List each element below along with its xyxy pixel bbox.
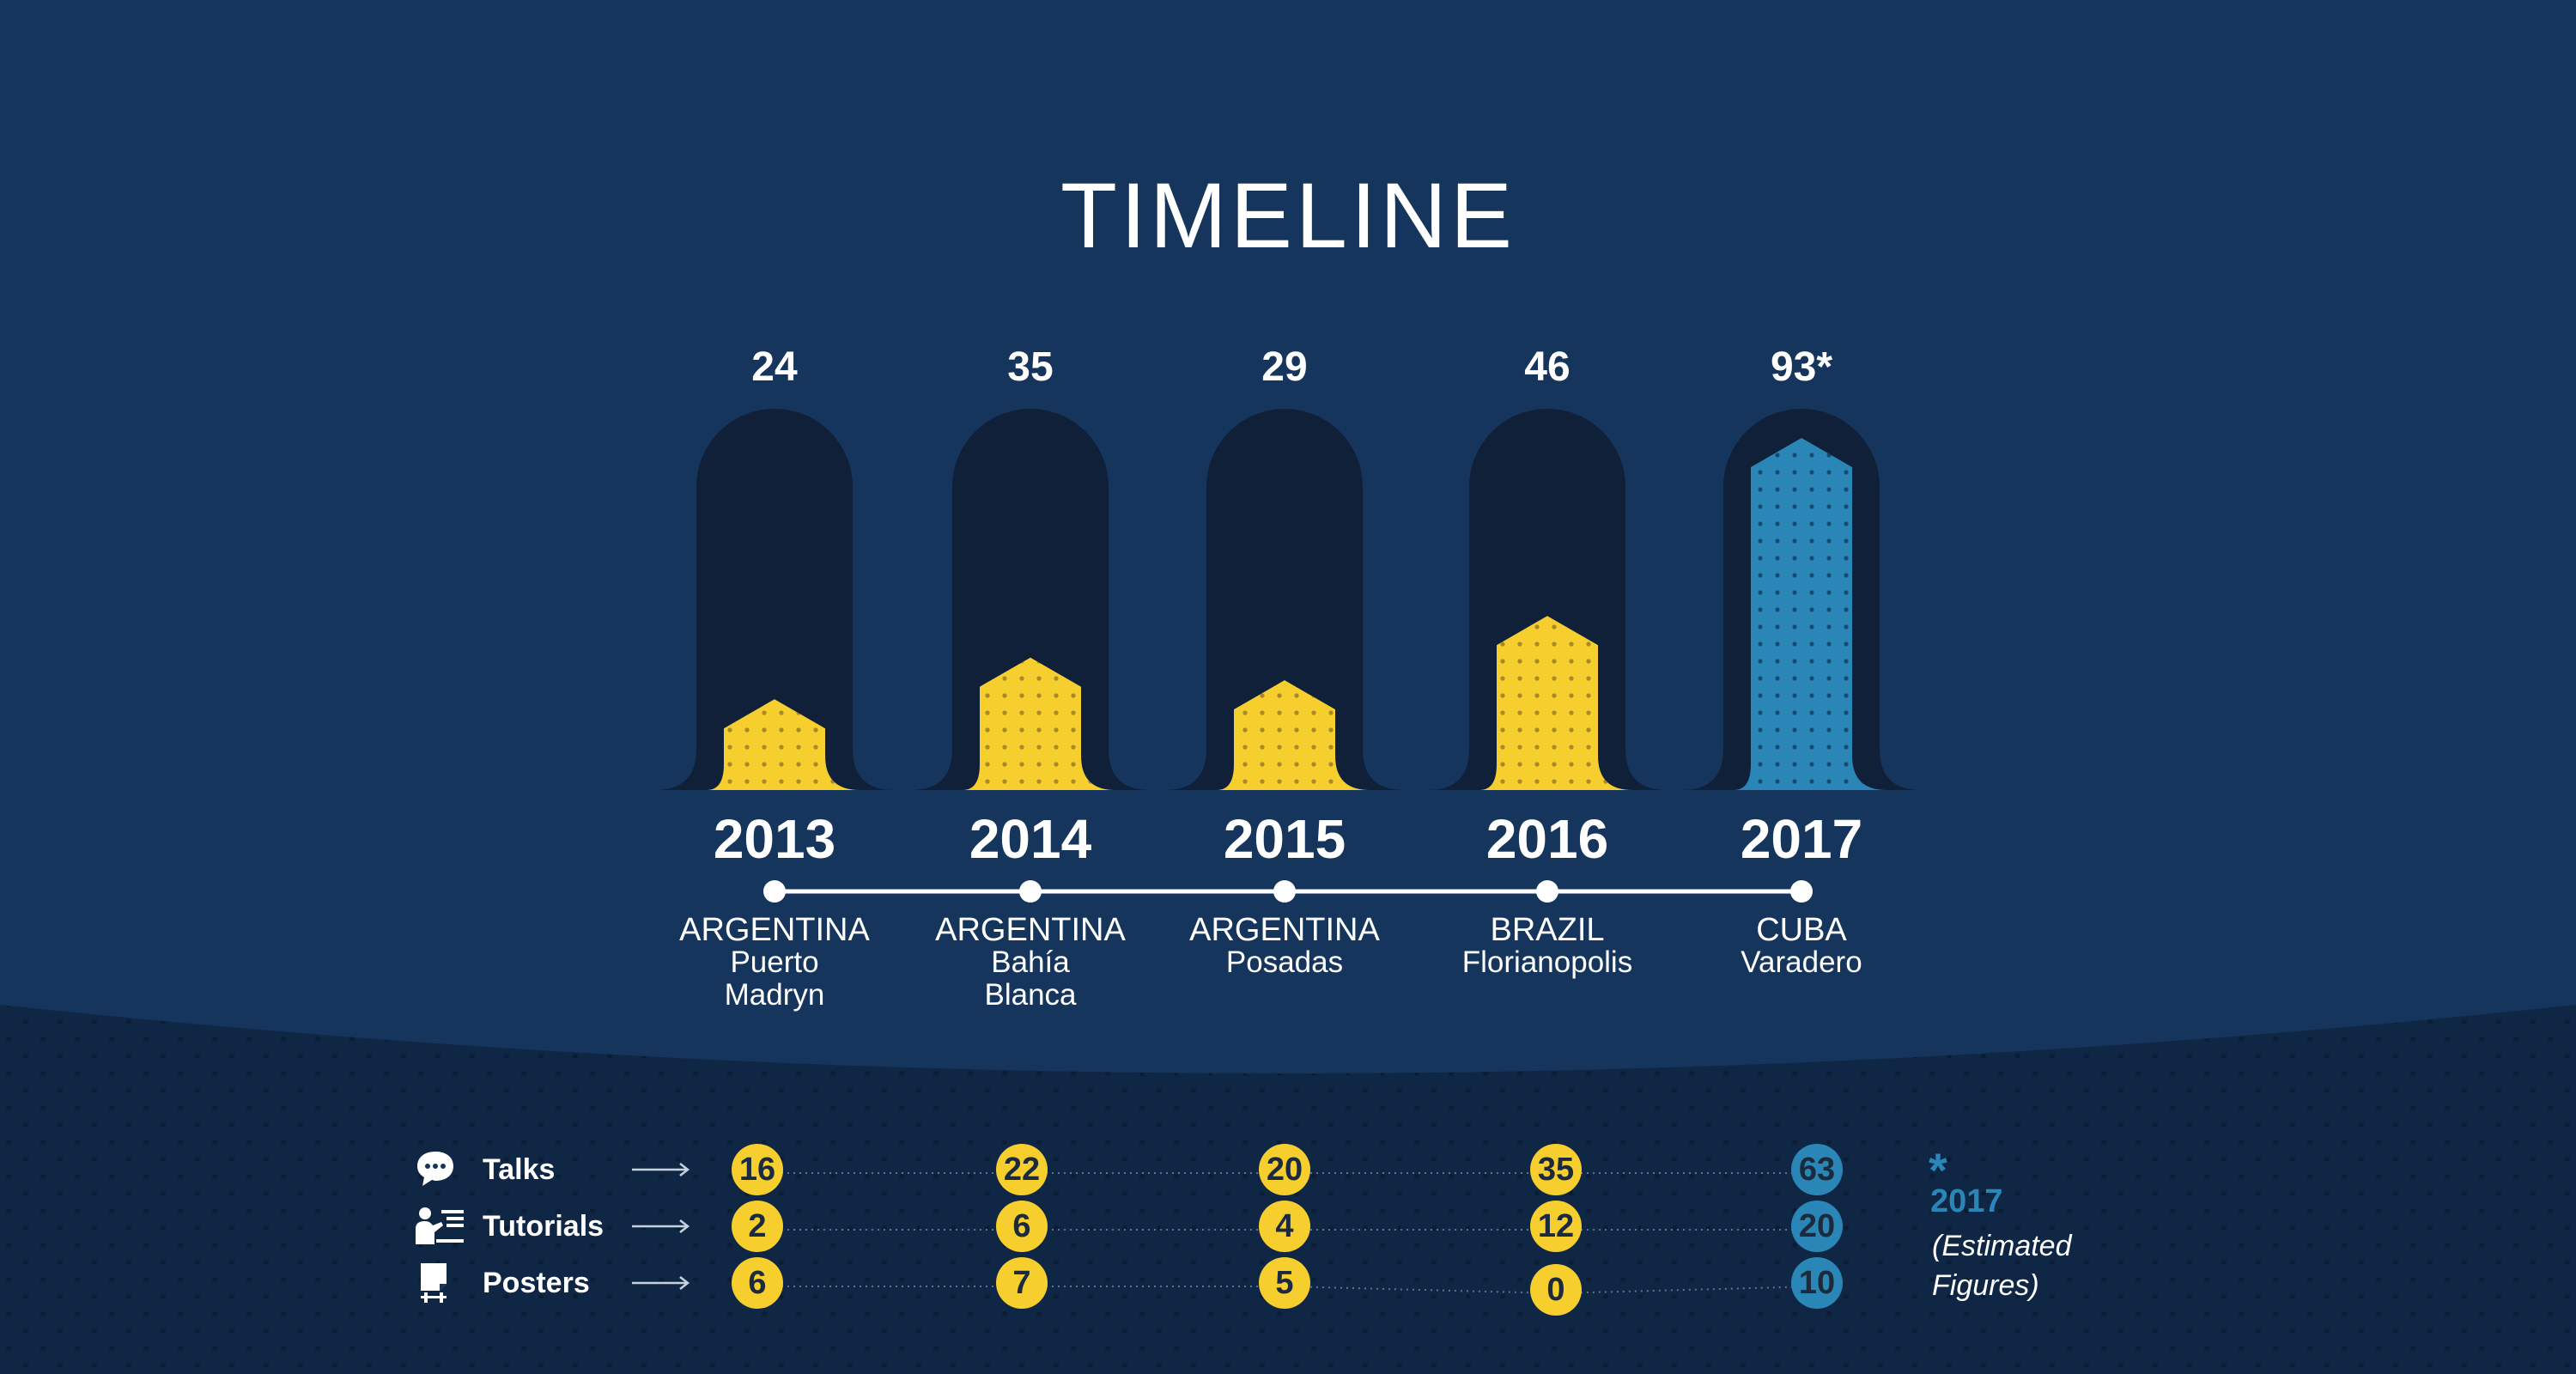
timeline-dot-2016 [1536, 880, 1558, 903]
column-2013 [655, 409, 894, 790]
city-label: Puerto Madryn [724, 945, 825, 1012]
bar-2015 [1217, 680, 1370, 790]
bar-value-label: 35 [1007, 344, 1054, 390]
stat-value-tutorials: 20 [1791, 1201, 1843, 1252]
location-label: ARGENTINA Posadas [1164, 914, 1405, 979]
timeline-axis [763, 880, 1813, 903]
stat-value-talks: 63 [1791, 1144, 1843, 1195]
speech-bubble-icon [414, 1148, 457, 1191]
year-label: 2013 [713, 808, 836, 870]
poster-easel-icon [414, 1262, 457, 1304]
stat-value-posters: 0 [1530, 1264, 1582, 1316]
city-label: Bahía Blanca [984, 945, 1077, 1012]
row-label-posters: Posters [483, 1267, 590, 1299]
city-label: Varadero [1741, 945, 1862, 979]
footnote-mark: * [1929, 1143, 1947, 1197]
year-label: 2015 [1223, 808, 1346, 870]
year-label: 2017 [1740, 808, 1863, 870]
stat-value-talks: 16 [732, 1144, 783, 1195]
column-2015 [1165, 409, 1404, 790]
city-label: Posadas [1225, 945, 1344, 979]
bar-value-label: 24 [751, 344, 798, 390]
stat-value-posters: 10 [1791, 1257, 1843, 1309]
presenter-icon [414, 1205, 464, 1248]
location-label: ARGENTINA Bahía Blanca [910, 914, 1151, 1012]
column-2016 [1428, 409, 1667, 790]
stat-value-tutorials: 12 [1530, 1201, 1582, 1252]
arrow-right-icon [632, 1274, 690, 1292]
country-label: BRAZIL [1490, 912, 1605, 948]
stat-value-tutorials: 6 [996, 1201, 1048, 1252]
stat-value-talks: 20 [1259, 1144, 1310, 1195]
stat-value-posters: 6 [732, 1257, 783, 1309]
stat-value-tutorials: 2 [732, 1201, 783, 1252]
row-label-talks: Talks [483, 1153, 556, 1186]
timeline-dot-2017 [1790, 880, 1813, 903]
stat-value-talks: 35 [1530, 1144, 1582, 1195]
arrow-right-icon [632, 1161, 690, 1178]
country-label: ARGENTINA [679, 912, 870, 948]
stat-value-posters: 7 [996, 1257, 1048, 1309]
location-label: ARGENTINA Puerto Madryn [654, 914, 895, 1012]
year-label: 2016 [1485, 808, 1609, 870]
year-label: 2014 [969, 808, 1092, 870]
bar-value-label: 93* [1770, 344, 1833, 390]
country-label: ARGENTINA [1189, 912, 1380, 948]
bar-value-label: 29 [1261, 344, 1308, 390]
bars [707, 438, 1886, 790]
stat-value-posters: 5 [1259, 1257, 1310, 1309]
arrow-right-icon [632, 1218, 690, 1235]
timeline-dot-2014 [1019, 880, 1042, 903]
footnote-text: (Estimated Figures) [1932, 1230, 2072, 1302]
stat-value-tutorials: 4 [1259, 1201, 1310, 1252]
page-title: TIMELINE [1060, 163, 1516, 267]
footnote-year: 2017 [1930, 1183, 2003, 1219]
location-label: CUBA Varadero [1681, 914, 1922, 979]
row-label-tutorials: Tutorials [483, 1210, 605, 1243]
country-label: ARGENTINA [935, 912, 1126, 948]
column-2014 [911, 409, 1150, 790]
bar-2013 [707, 699, 860, 790]
bar-value-label: 46 [1524, 344, 1571, 390]
city-label: Florianopolis [1461, 945, 1633, 979]
timeline-dot-2013 [763, 880, 786, 903]
bar-2016 [1479, 616, 1632, 790]
bar-2014 [963, 657, 1115, 790]
location-label: BRAZIL Florianopolis [1427, 914, 1668, 979]
country-label: CUBA [1756, 912, 1847, 948]
bar-2017 [1734, 438, 1886, 790]
stat-value-talks: 22 [996, 1144, 1048, 1195]
timeline-dot-2015 [1273, 880, 1296, 903]
